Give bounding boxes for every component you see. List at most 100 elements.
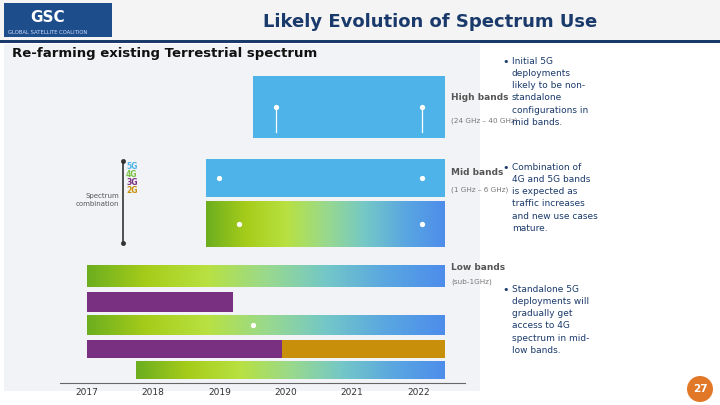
Bar [345, 265, 346, 287]
Bar [263, 201, 264, 247]
Bar [397, 361, 398, 379]
Bar [354, 315, 356, 335]
Bar [357, 201, 359, 247]
Bar [225, 315, 227, 335]
Bar [126, 315, 127, 335]
Bar [95, 265, 96, 287]
Bar [166, 315, 167, 335]
Bar [222, 315, 224, 335]
Bar [356, 361, 358, 379]
Bar [204, 265, 205, 287]
Bar [358, 315, 359, 335]
Bar [298, 265, 300, 287]
Bar [338, 315, 339, 335]
Bar [423, 361, 424, 379]
Bar [356, 361, 357, 379]
Bar [151, 265, 153, 287]
Bar [253, 361, 255, 379]
Bar [284, 265, 285, 287]
Bar [184, 361, 185, 379]
Bar [376, 315, 377, 335]
Bar [392, 201, 394, 247]
Bar [340, 315, 341, 335]
Bar [428, 201, 429, 247]
Bar [378, 315, 379, 335]
Bar [370, 265, 372, 287]
Bar [217, 361, 218, 379]
Text: Spectrum
combination: Spectrum combination [76, 193, 119, 207]
Bar [362, 201, 364, 247]
Bar [213, 265, 215, 287]
Bar [366, 201, 367, 247]
Text: High bands: High bands [451, 93, 508, 102]
Bar [427, 201, 428, 247]
Bar [166, 265, 167, 287]
Bar [231, 265, 233, 287]
Bar [180, 265, 181, 287]
Bar [193, 315, 194, 335]
Bar [328, 265, 330, 287]
Bar [287, 361, 289, 379]
Bar [220, 201, 221, 247]
Bar [104, 265, 106, 287]
Bar [312, 315, 314, 335]
Bar [181, 361, 183, 379]
Bar [278, 201, 279, 247]
Bar [402, 315, 403, 335]
Bar [380, 315, 382, 335]
Bar [176, 361, 178, 379]
Bar [114, 265, 115, 287]
Bar [426, 265, 428, 287]
Bar [322, 265, 323, 287]
Bar [316, 315, 318, 335]
Bar [426, 361, 428, 379]
Bar [421, 265, 423, 287]
Bar [410, 265, 412, 287]
Bar [369, 315, 370, 335]
Bar [336, 315, 338, 335]
Bar [398, 265, 400, 287]
Bar [171, 265, 173, 287]
Bar [331, 201, 332, 247]
Bar [284, 361, 286, 379]
Bar [308, 361, 310, 379]
Bar [125, 265, 126, 287]
Bar [211, 265, 212, 287]
Bar [117, 265, 118, 287]
Bar [363, 315, 364, 335]
Bar [176, 265, 178, 287]
Bar [338, 265, 339, 287]
Bar [206, 159, 445, 197]
Bar [93, 315, 94, 335]
Bar [202, 265, 203, 287]
Bar [280, 265, 282, 287]
Bar [320, 265, 321, 287]
Bar [246, 201, 247, 247]
Bar [220, 265, 222, 287]
Bar [195, 361, 197, 379]
Bar [397, 201, 398, 247]
Bar [145, 361, 146, 379]
Bar [296, 265, 297, 287]
Bar [389, 201, 390, 247]
Bar [220, 315, 222, 335]
Bar [145, 315, 147, 335]
Bar [240, 361, 242, 379]
Bar [278, 265, 279, 287]
Bar [397, 315, 399, 335]
Bar [338, 201, 339, 247]
Bar [339, 361, 341, 379]
Bar [307, 265, 309, 287]
Text: 2020: 2020 [274, 388, 297, 397]
Bar [289, 361, 291, 379]
Bar [399, 201, 400, 247]
Bar [174, 361, 175, 379]
Bar [360, 315, 361, 335]
Bar [138, 361, 140, 379]
Text: Combination of
4G and 5G bands
is expected as
traffic increases
and new use case: Combination of 4G and 5G bands is expect… [512, 163, 598, 233]
Text: (1 GHz – 6 GHz): (1 GHz – 6 GHz) [451, 186, 508, 193]
Bar [359, 361, 360, 379]
Bar [340, 265, 341, 287]
Bar [251, 201, 252, 247]
Bar [400, 201, 401, 247]
